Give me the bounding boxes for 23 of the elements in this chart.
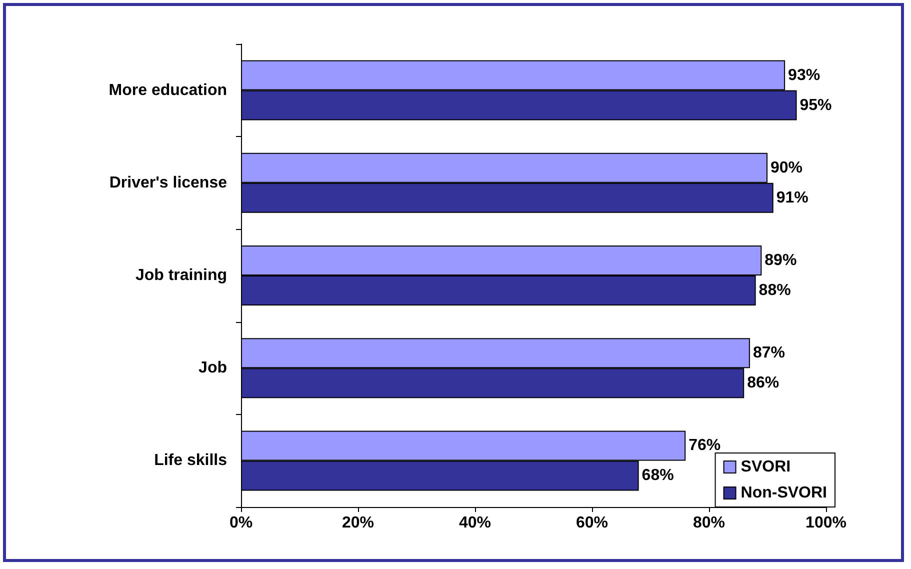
legend-label: SVORI [740, 458, 791, 476]
y-tick-label: Driver's license [109, 174, 228, 192]
data-label: 87% [752, 344, 785, 362]
x-tick-label: 60% [576, 514, 608, 532]
data-label: 93% [788, 66, 820, 84]
data-label: 91% [776, 189, 808, 206]
legend-label: Non-SVORI [740, 484, 827, 502]
data-label: 90% [770, 159, 803, 176]
data-label: 76% [688, 437, 721, 454]
x-tick-label: 20% [342, 514, 374, 532]
y-tick-label: More education [108, 82, 227, 99]
x-tick-label: 40% [458, 514, 492, 532]
data-label: 86% [747, 374, 780, 392]
y-tick-label: Job training [135, 267, 227, 284]
x-tick-label: 100% [806, 514, 846, 532]
data-label: 95% [800, 96, 832, 114]
y-tick-label: Job [198, 360, 228, 377]
data-label: 88% [758, 282, 791, 299]
y-tick-label: Life skills [154, 452, 228, 470]
data-label: 89% [764, 252, 797, 269]
data-label: 68% [642, 467, 674, 484]
x-tick-label: 80% [692, 514, 726, 532]
x-tick-label: 0% [229, 514, 253, 532]
